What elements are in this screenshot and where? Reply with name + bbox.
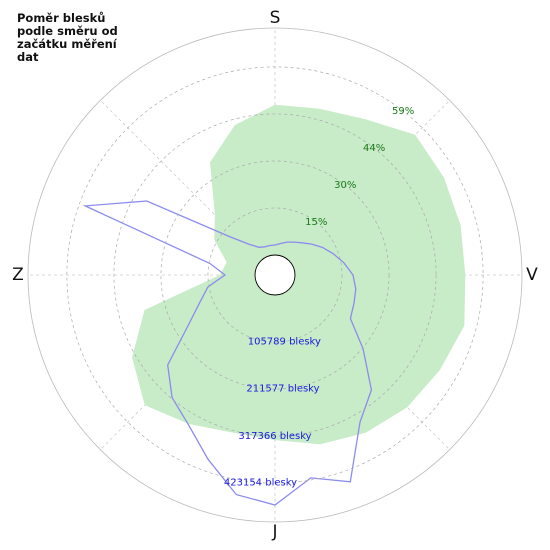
- y2-tick-label: 105789 blesky: [248, 336, 321, 347]
- grid-ring: [66, 66, 484, 484]
- y2-tick-label: 423154 blesky: [224, 478, 297, 489]
- y-tick-label: 15%: [305, 217, 327, 228]
- direction-label: V: [526, 265, 538, 285]
- center-hole: [254, 254, 296, 296]
- area: [132, 104, 466, 445]
- line: [82, 200, 373, 506]
- y2-tick-label: 317366 blesky: [238, 431, 311, 442]
- grid-ring: [207, 207, 343, 343]
- chart-title: Poměr blesků podle směru od začátku měře…: [17, 11, 118, 64]
- direction-label: J: [271, 522, 277, 542]
- y-tick-label: 30%: [334, 180, 356, 191]
- direction-label: Z: [12, 265, 24, 285]
- grid-ring: [113, 113, 437, 437]
- y-tick-label: 44%: [363, 143, 385, 154]
- direction-label: S: [270, 8, 281, 28]
- y2-tick-label: 211577 blesky: [246, 384, 319, 395]
- grid-ring: [160, 160, 390, 390]
- outer-circle: [27, 27, 523, 523]
- y-tick-label: 59%: [392, 106, 414, 117]
